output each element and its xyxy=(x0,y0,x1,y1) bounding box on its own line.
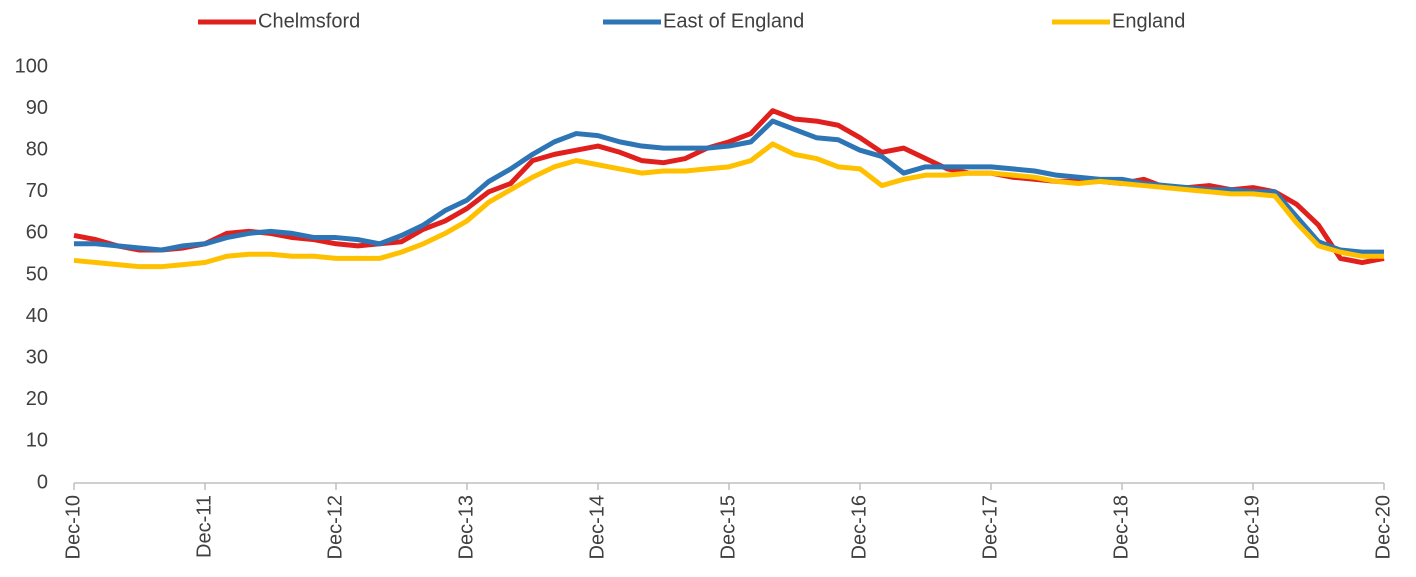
y-tick-label: 40 xyxy=(26,305,48,327)
x-tick-label: Dec-20 xyxy=(1372,495,1394,559)
y-tick-label: 60 xyxy=(26,222,48,244)
x-tick-label: Dec-18 xyxy=(1110,495,1132,559)
x-tick-label: Dec-12 xyxy=(324,495,346,559)
x-tick-label: Dec-13 xyxy=(455,495,477,559)
x-tick-label: Dec-19 xyxy=(1241,495,1263,559)
y-tick-label: 70 xyxy=(26,180,48,202)
legend-label: Chelmsford xyxy=(258,10,360,32)
x-tick-label: Dec-17 xyxy=(979,495,1001,559)
legend-label: East of England xyxy=(663,10,804,32)
y-tick-label: 100 xyxy=(15,55,48,77)
series-line xyxy=(73,141,1384,270)
y-tick-label: 0 xyxy=(37,471,48,493)
legend-label: England xyxy=(1112,10,1185,32)
x-tick-label: Dec-16 xyxy=(848,495,870,559)
x-tick-label: Dec-10 xyxy=(62,495,84,559)
y-tick-label: 30 xyxy=(26,346,48,368)
y-tick-label: 80 xyxy=(26,138,48,160)
y-tick-label: 50 xyxy=(26,263,48,285)
x-tick-label: Dec-15 xyxy=(717,495,739,559)
x-tick-label: Dec-14 xyxy=(586,495,608,559)
y-tick-label: 10 xyxy=(26,430,48,452)
x-tick-label: Dec-11 xyxy=(193,495,215,558)
y-tick-label: 20 xyxy=(26,388,48,410)
y-tick-label: 90 xyxy=(26,97,48,119)
